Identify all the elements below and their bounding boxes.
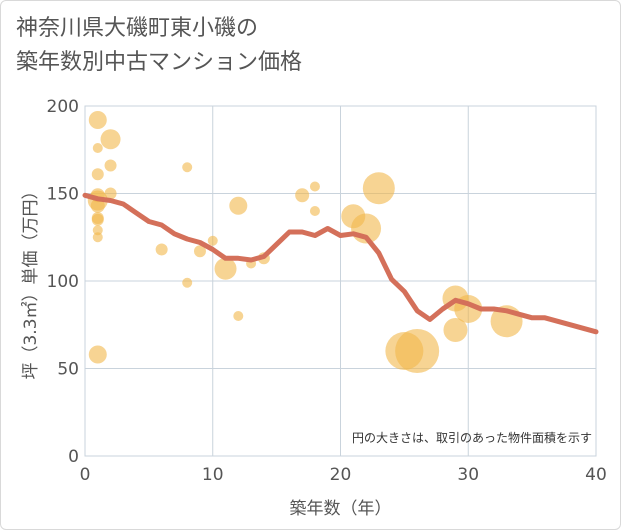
x-axis-label: 築年数（年） — [290, 499, 392, 519]
bubble-point — [229, 196, 248, 215]
chart-title-line2: 築年数別中古マンション価格 — [16, 50, 303, 75]
bubble-point — [88, 345, 107, 364]
y-tick-label: 150 — [47, 185, 79, 205]
bubble-point — [155, 243, 168, 256]
x-tick-label: 30 — [457, 465, 479, 485]
bubble-point — [443, 318, 468, 342]
bubble-point — [295, 188, 310, 203]
y-axis-label: 坪（3.3㎡）単価（万円） — [21, 182, 41, 379]
bubble-point — [104, 159, 117, 172]
x-tick-label: 40 — [585, 465, 607, 485]
x-tick-label: 20 — [330, 465, 352, 485]
bubble-point — [309, 181, 320, 192]
y-tick-labels: 0 50 100 150 200 — [47, 97, 79, 467]
bubble-point — [104, 187, 117, 200]
x-tick-label: 10 — [202, 465, 224, 485]
bubble-series — [87, 111, 523, 373]
bubble-point — [91, 213, 104, 226]
bubble-point — [214, 257, 237, 280]
bubble-point — [91, 168, 104, 181]
bubble-point — [100, 129, 121, 150]
bubble-point — [193, 245, 206, 258]
y-tick-label: 200 — [47, 97, 79, 117]
x-tick-label: 0 — [80, 465, 91, 485]
chart-title-line1: 神奈川県大磯町東小磯の — [16, 16, 259, 41]
trend-line — [82, 192, 599, 335]
chart-title: 神奈川県大磯町東小磯の 築年数別中古マンション価格 — [16, 12, 302, 80]
bubble-point — [92, 225, 103, 236]
bubble-point — [182, 277, 193, 288]
y-tick-label: 50 — [57, 360, 79, 380]
x-tick-labels: 0 10 20 30 40 — [80, 465, 607, 485]
bubble-point — [362, 172, 395, 205]
grid-lines — [84, 105, 597, 457]
bubble-point — [92, 143, 103, 153]
bubble-point — [182, 162, 193, 173]
bubble-size-note: 円の大きさは、取引のあった物件面積を示す — [352, 430, 592, 445]
bubble-point — [395, 329, 440, 373]
bubble-point — [92, 232, 103, 243]
bubble-point — [88, 111, 107, 129]
y-tick-label: 100 — [47, 272, 79, 292]
y-tick-label: 0 — [68, 447, 79, 467]
bubble-point — [207, 235, 218, 246]
bubble-point — [309, 206, 320, 216]
bubble-point — [233, 311, 244, 321]
bubble-point — [90, 198, 105, 213]
